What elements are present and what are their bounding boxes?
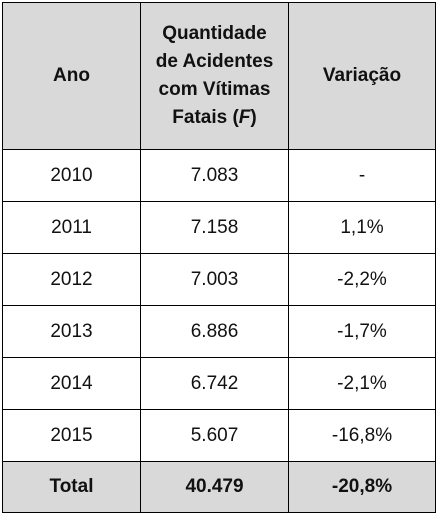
- header-count-line2: de Acidentes: [155, 51, 274, 72]
- header-count-line4: Fatais (: [172, 107, 239, 128]
- cell-count: 7.158: [140, 201, 289, 254]
- cell-year: 2013: [2, 305, 141, 358]
- header-variation: Variação: [288, 2, 436, 150]
- header-count: Quantidade de Acidentes com Vítimas Fata…: [140, 2, 289, 150]
- header-count-variable: F: [238, 107, 251, 128]
- cell-year: 2015: [2, 409, 141, 462]
- cell-count: 7.003: [140, 253, 289, 306]
- header-count-line4-end: ): [250, 107, 257, 128]
- header-count-line3: com Vítimas: [158, 79, 271, 100]
- cell-count: 5.607: [140, 409, 289, 462]
- total-row: Total 40.479 -20,8%: [2, 461, 436, 513]
- table-row: 2011 7.158 1,1%: [2, 201, 436, 254]
- cell-year: 2010: [2, 149, 141, 202]
- cell-variation: -: [288, 149, 436, 202]
- header-count-line1: Quantidade: [162, 23, 267, 44]
- cell-year: 2012: [2, 253, 141, 306]
- total-count: 40.479: [140, 461, 289, 513]
- cell-count: 7.083: [140, 149, 289, 202]
- header-year: Ano: [2, 2, 141, 150]
- cell-variation: -1,7%: [288, 305, 436, 358]
- total-label: Total: [2, 461, 141, 513]
- table-row: 2015 5.607 -16,8%: [2, 409, 436, 462]
- header-row: Ano Quantidade de Acidentes com Vítimas …: [2, 2, 436, 150]
- cell-count: 6.742: [140, 357, 289, 410]
- cell-year: 2014: [2, 357, 141, 410]
- total-variation: -20,8%: [288, 461, 436, 513]
- table-row: 2014 6.742 -2,1%: [2, 357, 436, 410]
- cell-year: 2011: [2, 201, 141, 254]
- table-row: 2013 6.886 -1,7%: [2, 305, 436, 358]
- table-row: 2012 7.003 -2,2%: [2, 253, 436, 306]
- cell-variation: -2,1%: [288, 357, 436, 410]
- cell-variation: -2,2%: [288, 253, 436, 306]
- table-row: 2010 7.083 -: [2, 149, 436, 202]
- cell-variation: 1,1%: [288, 201, 436, 254]
- cell-variation: -16,8%: [288, 409, 436, 462]
- cell-count: 6.886: [140, 305, 289, 358]
